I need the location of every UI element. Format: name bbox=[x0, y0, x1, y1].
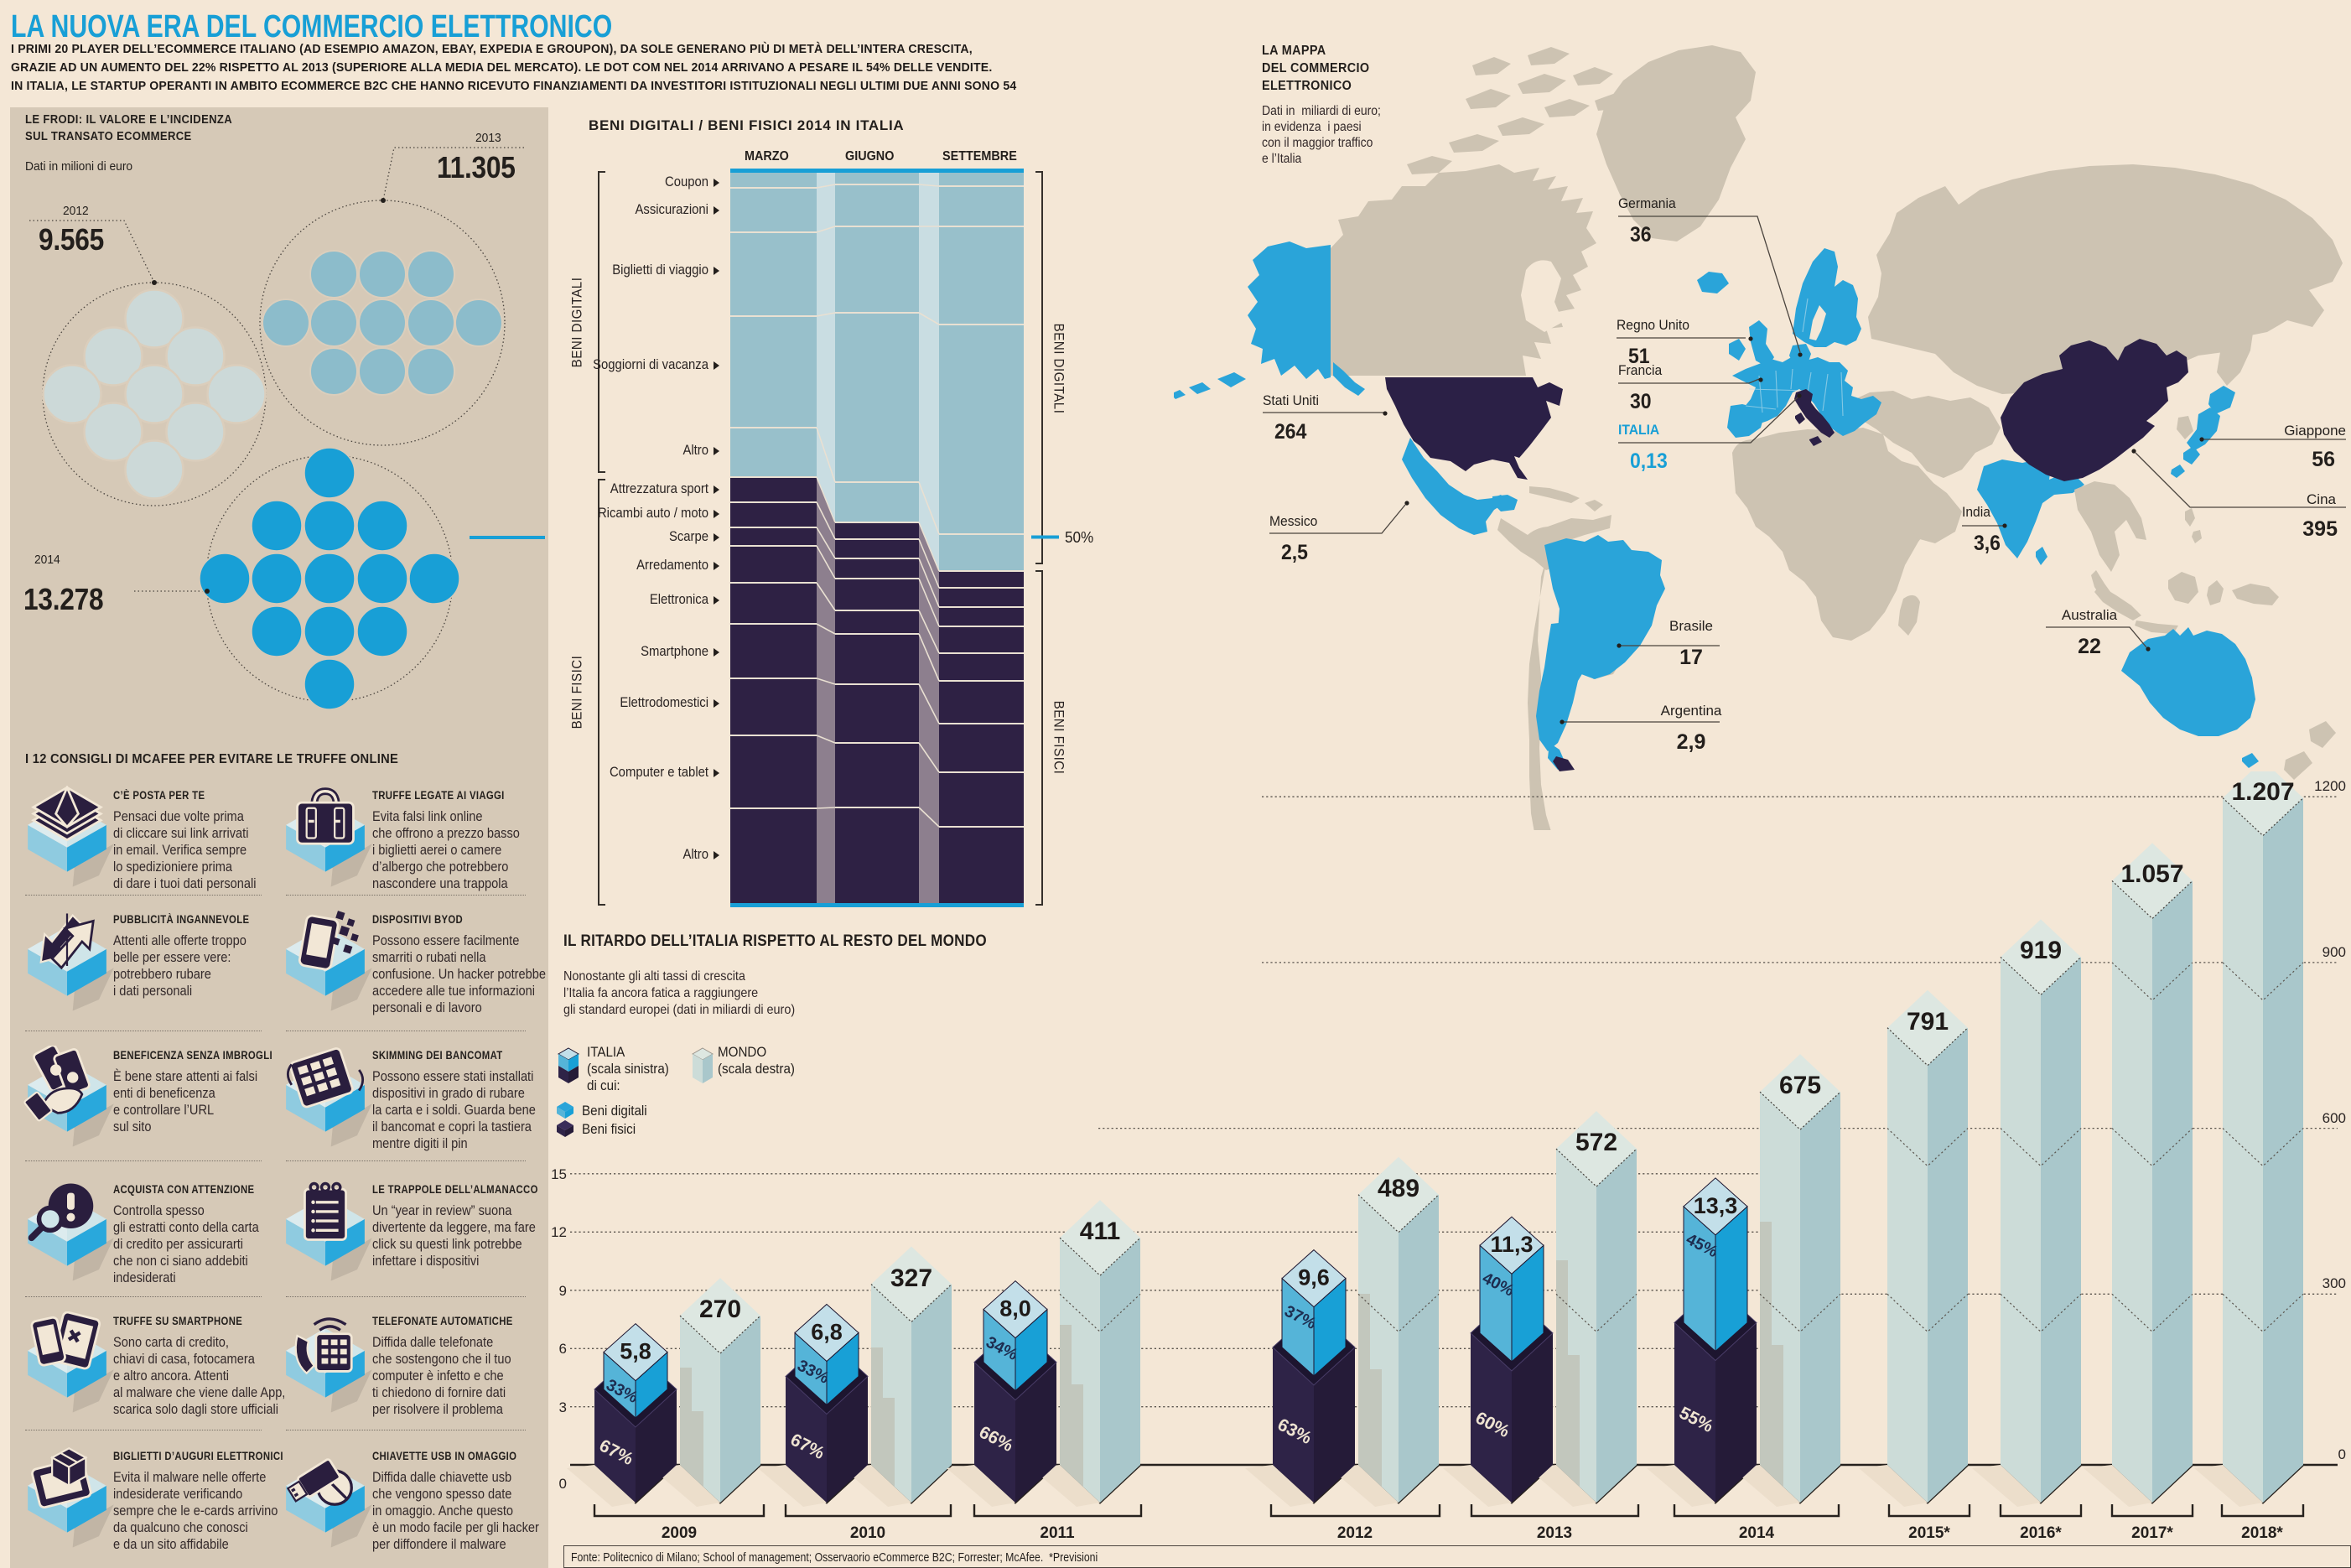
svg-text:9,6: 9,6 bbox=[1298, 1265, 1330, 1290]
svg-text:6,8: 6,8 bbox=[811, 1319, 843, 1344]
svg-text:11,3: 11,3 bbox=[1490, 1232, 1533, 1257]
svg-text:8,0: 8,0 bbox=[999, 1296, 1031, 1321]
svg-text:13,3: 13,3 bbox=[1694, 1193, 1738, 1218]
svg-text:5,8: 5,8 bbox=[620, 1339, 651, 1364]
